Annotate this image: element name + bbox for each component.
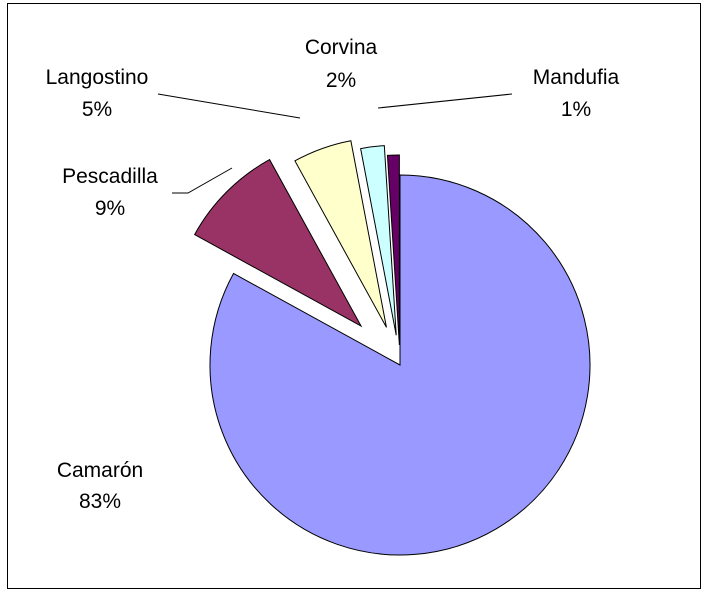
label-mandufia-percent: 1%: [561, 98, 591, 121]
label-camaron-name: Camarón: [57, 459, 143, 482]
label-langostino-name: Langostino: [46, 66, 149, 89]
label-mandufia-name: Mandufia: [533, 66, 620, 89]
pie-slice-langostino: [294, 140, 387, 328]
label-camaron-percent: 83%: [79, 490, 121, 513]
label-pescadilla-name: Pescadilla: [62, 165, 158, 188]
label-langostino-percent: 5%: [82, 98, 112, 121]
pie-slice-pescadilla: [193, 158, 363, 328]
leader-line-pescadilla: [172, 167, 233, 194]
pie-slice-corvina: [360, 145, 397, 336]
label-pescadilla-percent: 9%: [95, 197, 125, 220]
pie-slice-mandufia: [386, 154, 400, 346]
pie-slice-camaron: [209, 174, 591, 556]
label-corvina-percent: 2%: [326, 69, 356, 92]
leader-lines: [157, 93, 513, 194]
pie-slices: [193, 140, 591, 556]
label-corvina-name: Corvina: [305, 36, 378, 59]
leader-line-mandufia: [377, 93, 513, 109]
leader-line-langostino: [157, 93, 301, 119]
